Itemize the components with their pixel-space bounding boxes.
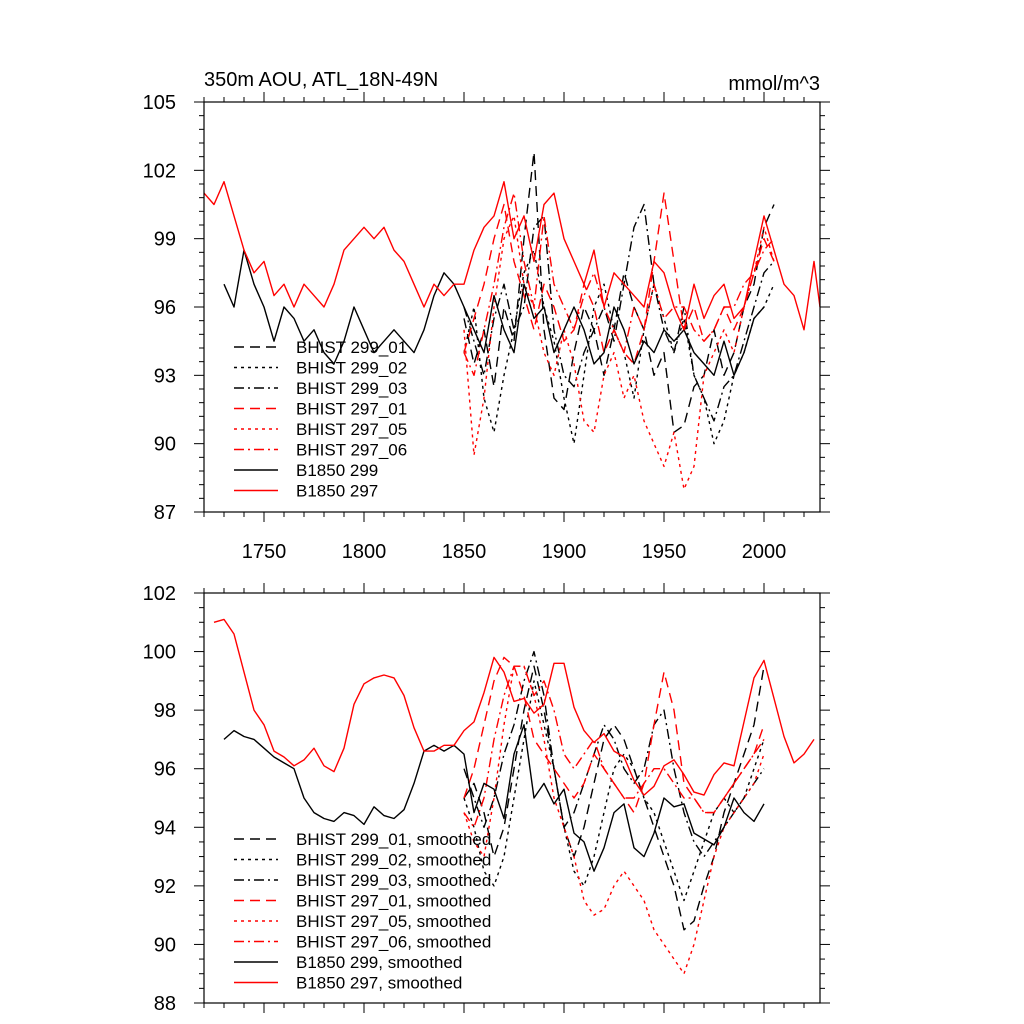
- series-line-bhist-297-01: [463, 192, 775, 365]
- legend-label-bhist-297-06: BHIST 297_06: [296, 441, 407, 460]
- bottom-series-layer: [213, 618, 815, 975]
- y-tick-label-96: 96: [154, 297, 176, 319]
- y-tick-label-90: 90: [154, 434, 176, 456]
- series-line-b1850-299-smoothed: [223, 724, 765, 872]
- x-tick-label-1850: 1850: [442, 541, 487, 563]
- legend-label-bhist-299-01-smoothed: BHIST 299_01, smoothed: [296, 830, 491, 849]
- legend-label-b1850-297: B1850 297: [296, 482, 378, 501]
- series-line-bhist-299-01: [463, 151, 775, 433]
- y-tick-label-93: 93: [154, 365, 176, 387]
- legend-label-bhist-299-02-smoothed: BHIST 299_02, smoothed: [296, 851, 491, 870]
- y-tick-label-90: 90: [154, 934, 176, 956]
- legend-label-b1850-297-smoothed: B1850 297, smoothed: [296, 974, 462, 993]
- x-tick-label-1800: 1800: [342, 541, 387, 563]
- series-line-bhist-299-02-smoothed: [463, 680, 765, 902]
- legend-label-bhist-297-01-smoothed: BHIST 297_01, smoothed: [296, 892, 491, 911]
- y-tick-label-105: 105: [143, 92, 176, 114]
- bottom-legend: BHIST 299_01, smoothed BHIST 299_02, smoo…: [234, 830, 491, 993]
- y-tick-label-88: 88: [154, 993, 176, 1015]
- legend-label-bhist-297-05-smoothed: BHIST 297_05, smoothed: [296, 912, 491, 931]
- legend-label-bhist-299-01: BHIST 299_01: [296, 338, 407, 357]
- series-line-bhist-297-06-smoothed: [463, 665, 765, 828]
- series-line-b1850-297-smoothed: [213, 618, 815, 796]
- series-line-bhist-299-03-smoothed: [463, 650, 765, 858]
- y-tick-label-96: 96: [154, 759, 176, 781]
- bottom-panel: BHIST 299_01, smoothed BHIST 299_02, smoo…: [143, 583, 830, 1015]
- series-line-bhist-299-01-smoothed: [463, 665, 765, 931]
- series-line-b1850-299: [223, 249, 765, 376]
- y-tick-label-92: 92: [154, 876, 176, 898]
- top-panel: 350m AOU, ATL_18N-49N mmol/m^3 BHIST 299…: [143, 69, 830, 563]
- bottom-axes: 88 90 92 94 96 98 100 102: [143, 583, 830, 1015]
- x-tick-label-1900: 1900: [542, 541, 587, 563]
- x-tick-label-2000: 2000: [742, 541, 787, 563]
- top-axes: 1750 1800 1850 1900 1950 2000 87 90 93 96 99 102 105: [143, 92, 830, 563]
- series-line-bhist-297-05: [463, 215, 775, 490]
- series-line-bhist-299-02: [463, 249, 775, 445]
- legend-label-b1850-299: B1850 299: [296, 461, 378, 480]
- legend-label-bhist-299-03-smoothed: BHIST 299_03, smoothed: [296, 871, 491, 890]
- series-line-bhist-299-03: [463, 203, 775, 422]
- legend-label-bhist-297-01: BHIST 297_01: [296, 400, 407, 419]
- y-tick-label-100: 100: [143, 642, 176, 664]
- y-tick-label-98: 98: [154, 700, 176, 722]
- legend-label-bhist-297-06-smoothed: BHIST 297_06, smoothed: [296, 933, 491, 952]
- legend-label-bhist-299-02: BHIST 299_02: [296, 359, 407, 378]
- x-tick-label-1950: 1950: [642, 541, 687, 563]
- series-line-bhist-297-05-smoothed: [463, 665, 765, 975]
- series-line-bhist-297-06: [463, 192, 775, 376]
- x-tick-label-1750: 1750: [242, 541, 287, 563]
- y-tick-label-99: 99: [154, 229, 176, 251]
- legend-label-b1850-299-smoothed: B1850 299, smoothed: [296, 953, 462, 972]
- chart-units: mmol/m^3: [728, 73, 820, 95]
- legend-label-bhist-297-05: BHIST 297_05: [296, 420, 407, 439]
- y-tick-label-102: 102: [143, 160, 176, 182]
- y-tick-label-102: 102: [143, 583, 176, 605]
- legend-label-bhist-299-03: BHIST 299_03: [296, 379, 407, 398]
- y-tick-label-87: 87: [154, 502, 176, 524]
- chart-title: 350m AOU, ATL_18N-49N: [204, 69, 438, 91]
- y-tick-label-94: 94: [154, 817, 176, 839]
- top-series-layer: [204, 151, 820, 490]
- series-line-b1850-297: [204, 180, 820, 331]
